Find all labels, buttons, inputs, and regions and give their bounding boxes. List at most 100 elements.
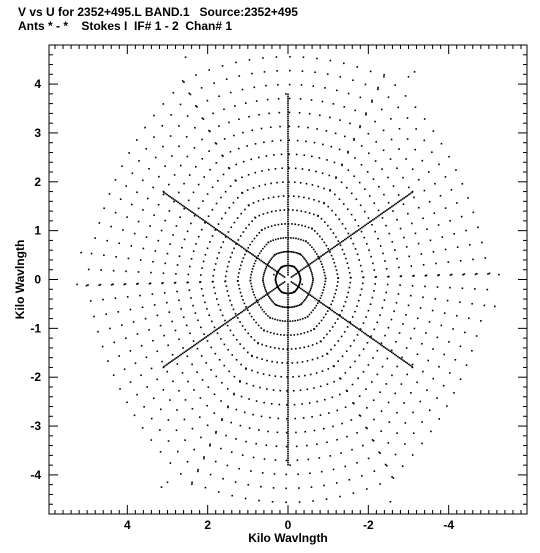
uv-point [345,257,347,260]
uv-point [287,408,289,411]
uv-point [287,260,289,263]
uv-point [416,381,418,384]
uv-point [247,250,250,253]
uv-point [270,225,273,227]
uv-point [406,362,409,365]
uv-point [272,487,275,489]
uv-point [233,221,236,224]
uv-point [285,459,288,462]
uv-point [324,87,326,89]
uv-point [287,373,289,376]
uv-point [213,326,216,329]
uv-point [356,66,359,68]
uv-point [366,427,368,430]
uv-point [299,280,302,282]
uv-point [365,426,367,429]
uv-point [287,292,289,295]
uv-point [448,155,450,158]
uv-point [224,319,226,322]
uv-point [224,236,227,238]
uv-point [253,293,256,296]
uv-point [328,249,330,252]
uv-point [269,297,271,299]
uv-point [203,176,205,178]
uv-point [459,345,462,348]
uv-point [339,242,341,244]
uv-point [404,361,407,363]
uv-point [222,173,225,176]
uv-point [287,214,289,217]
uv-point [239,245,242,248]
uv-point [422,263,425,266]
uv-point [287,104,289,107]
uv-point [287,271,289,274]
uv-point [312,296,315,299]
uv-point [232,317,234,320]
uv-point [343,253,346,255]
uv-point [292,282,294,284]
uv-point [287,119,289,122]
uv-point [329,251,331,253]
uv-point [377,86,379,89]
uv-point [136,333,139,335]
uv-point [183,351,186,354]
uv-point [441,236,444,238]
uv-point [287,292,290,295]
uv-point [390,318,393,321]
uv-point [169,462,172,464]
uv-point [359,227,362,230]
uv-point [289,265,292,267]
uv-point [472,211,475,214]
uv-point [327,224,329,227]
uv-point [190,297,192,299]
uv-point [172,380,174,383]
uv-point [326,250,329,253]
uv-point [301,168,304,170]
uv-point [279,139,282,142]
uv-point [255,299,258,301]
uv-point [189,347,192,349]
uv-point [258,252,261,255]
uv-point [318,299,320,302]
uv-point [186,208,189,210]
uv-point [287,251,289,254]
uv-point [321,292,324,294]
uv-point [379,483,381,485]
uv-point [224,280,227,283]
uv-point [321,303,324,305]
uv-point [145,356,148,359]
uv-point [260,327,263,329]
uv-point [308,313,311,316]
uv-point [319,297,322,299]
uv-point [176,290,178,293]
uv-point [311,261,313,264]
uv-point [237,284,240,286]
uv-point [263,273,265,276]
uv-point [417,206,420,209]
uv-point [363,236,366,239]
uv-point [354,219,356,221]
uv-point [203,337,206,339]
uv-point [425,274,428,277]
uv-point [275,282,278,285]
uv-point [336,318,339,320]
uv-point [160,229,163,232]
uv-point [241,260,243,263]
uv-point [227,405,229,408]
uv-point [299,275,301,278]
uv-point [274,375,277,377]
uv-point [438,418,441,420]
uv-point [90,252,93,255]
uv-point [300,269,302,272]
uv-point [165,301,168,304]
uv-point [204,222,206,224]
uv-point [193,147,196,149]
uv-point [304,225,307,228]
uv-point [348,321,351,324]
uv-point [298,286,301,289]
uv-point [381,212,384,215]
uv-point [229,329,232,332]
uv-point [149,282,152,285]
uv-point [371,99,373,102]
uv-point [368,336,371,338]
